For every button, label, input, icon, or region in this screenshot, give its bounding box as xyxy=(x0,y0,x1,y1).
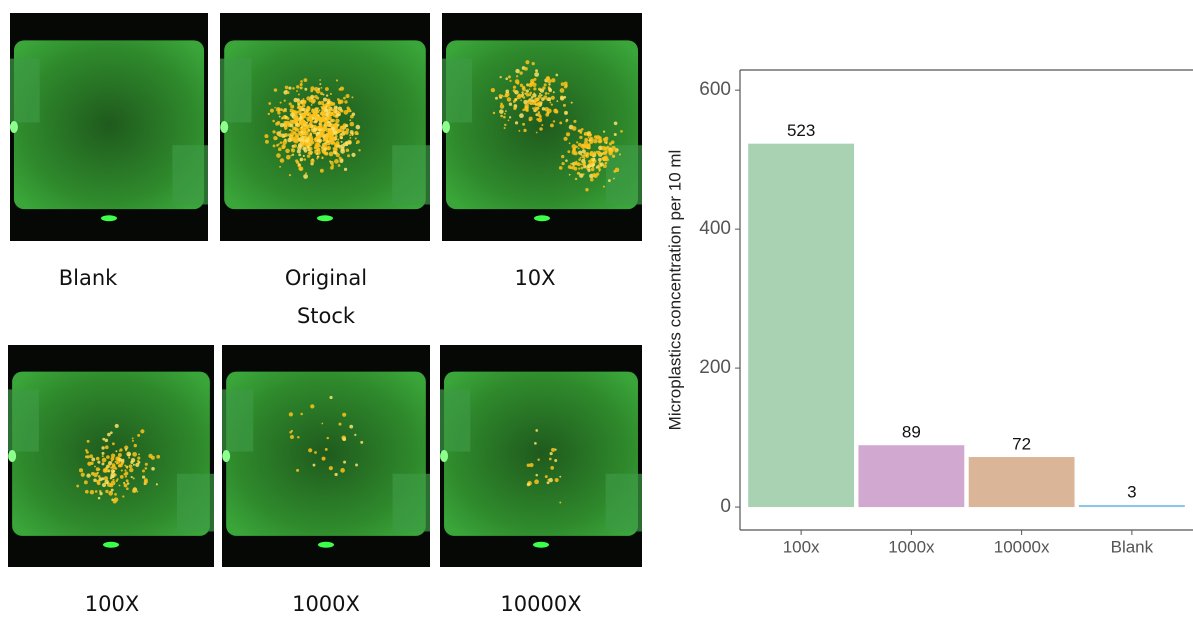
y-tick-label: 0 xyxy=(720,496,731,517)
bar-chart: Microplastics concentration per 10 ml 0 2… xyxy=(0,0,1193,614)
value-label: 72 xyxy=(1012,435,1031,454)
bar xyxy=(858,445,964,507)
y-axis-label: Microplastics concentration per 10 ml xyxy=(665,150,684,431)
y-tick-label: 400 xyxy=(699,218,731,239)
bar xyxy=(748,144,854,507)
x-tick-label: 100x xyxy=(783,537,820,556)
bar xyxy=(969,457,1075,507)
value-label: 3 xyxy=(1127,482,1136,501)
value-label: 523 xyxy=(787,121,815,140)
figure: {"panels": ["Blank", "Original Stock", "… xyxy=(0,0,1193,614)
y-tick-label: 600 xyxy=(699,79,731,100)
value-label: 89 xyxy=(902,423,921,442)
y-tick-label: 200 xyxy=(699,357,731,378)
x-tick-label: Blank xyxy=(1111,537,1154,556)
bar xyxy=(1079,505,1185,507)
x-tick-label: 1000x xyxy=(888,537,935,556)
x-tick-label: 10000x xyxy=(994,537,1050,556)
